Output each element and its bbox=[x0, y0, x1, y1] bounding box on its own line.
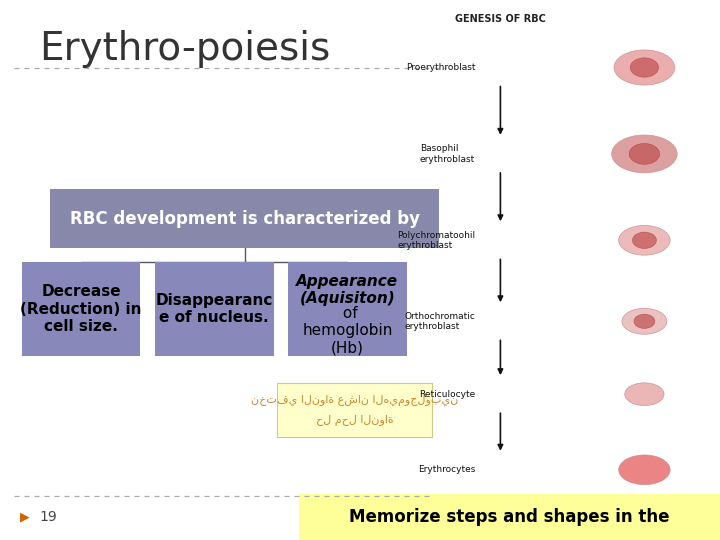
Ellipse shape bbox=[618, 225, 670, 255]
Ellipse shape bbox=[632, 232, 657, 248]
FancyBboxPatch shape bbox=[50, 189, 439, 248]
FancyBboxPatch shape bbox=[288, 262, 407, 356]
Ellipse shape bbox=[614, 50, 675, 85]
Ellipse shape bbox=[625, 383, 664, 406]
Text: Basophil
erythroblast: Basophil erythroblast bbox=[420, 144, 475, 164]
Text: Disappearanc
e of nucleus.: Disappearanc e of nucleus. bbox=[156, 293, 273, 325]
Text: GENESIS OF RBC: GENESIS OF RBC bbox=[455, 14, 546, 24]
Ellipse shape bbox=[629, 144, 660, 164]
Ellipse shape bbox=[630, 58, 659, 77]
Text: Reticulocyte: Reticulocyte bbox=[419, 390, 475, 399]
Text: of
hemoglobin
(Hb): of hemoglobin (Hb) bbox=[302, 306, 392, 356]
Text: حل محل النواة: حل محل النواة bbox=[316, 415, 393, 426]
Text: Decrease
(Reduction) in
cell size.: Decrease (Reduction) in cell size. bbox=[20, 284, 142, 334]
Ellipse shape bbox=[612, 135, 677, 173]
Text: ▶: ▶ bbox=[20, 511, 30, 524]
Text: Orthochromatic
erythroblast: Orthochromatic erythroblast bbox=[405, 312, 475, 331]
Text: نختفي النواة عشان الهيموجلوبين: نختفي النواة عشان الهيموجلوبين bbox=[251, 395, 459, 406]
Text: RBC development is characterized by: RBC development is characterized by bbox=[70, 210, 420, 228]
FancyBboxPatch shape bbox=[299, 494, 720, 540]
Text: Erythrocytes: Erythrocytes bbox=[418, 465, 475, 474]
FancyBboxPatch shape bbox=[22, 262, 140, 356]
Text: Proerythroblast: Proerythroblast bbox=[405, 63, 475, 72]
Text: Polychromatoohil
erythroblast: Polychromatoohil erythroblast bbox=[397, 231, 475, 250]
FancyBboxPatch shape bbox=[155, 262, 274, 356]
Ellipse shape bbox=[622, 308, 667, 334]
Text: 19: 19 bbox=[40, 510, 58, 524]
Text: Appearance
(Aquisiton): Appearance (Aquisiton) bbox=[297, 274, 398, 306]
Text: Memorize steps and shapes in the: Memorize steps and shapes in the bbox=[349, 508, 670, 526]
Ellipse shape bbox=[618, 455, 670, 485]
Text: Erythro-poiesis: Erythro-poiesis bbox=[40, 30, 331, 68]
Ellipse shape bbox=[634, 314, 655, 328]
FancyBboxPatch shape bbox=[277, 383, 432, 437]
